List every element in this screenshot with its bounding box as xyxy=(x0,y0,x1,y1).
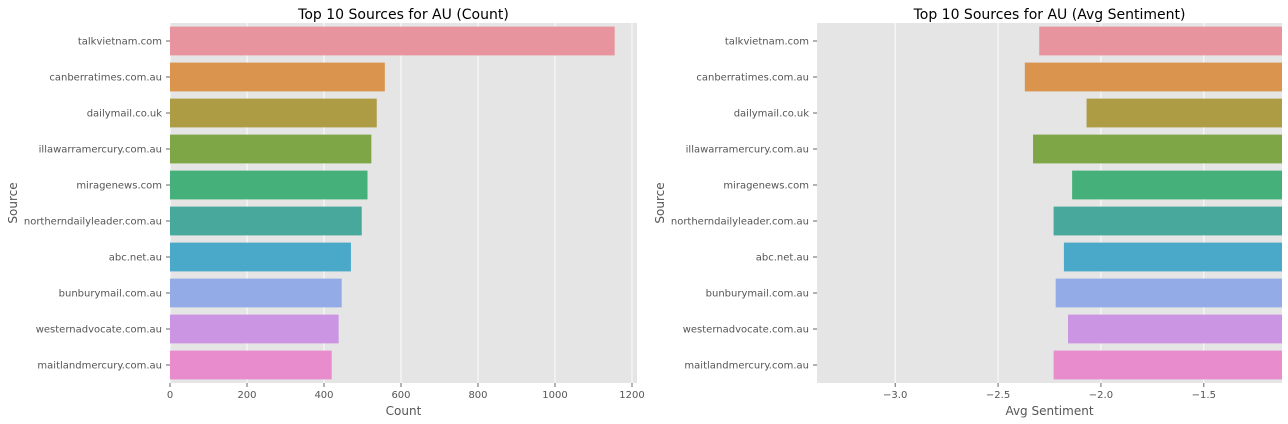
sentiment-bar xyxy=(1086,98,1282,128)
count-y-tick-label: dailymail.co.uk xyxy=(87,109,163,120)
count-y-ticks: talkvietnam.com canberratimes.com.au daily… xyxy=(24,37,170,372)
sentiment-bar xyxy=(1053,206,1282,236)
sentiment-y-tick-label: illawarramercury.com.au xyxy=(686,145,809,156)
count-y-tick-label: northerndailyleader.com.au xyxy=(24,217,162,228)
count-bar xyxy=(170,98,377,128)
sentiment-y-tick-label: bunburymail.com.au xyxy=(706,289,809,300)
sentiment-x-tick-label: −2.0 xyxy=(1089,390,1113,401)
sentiment-bar xyxy=(1024,62,1282,92)
count-bar xyxy=(170,242,351,272)
sentiment-y-tick-label: dailymail.co.uk xyxy=(734,109,810,120)
count-x-tick-label: 200 xyxy=(237,390,256,401)
count-x-tick-label: 1200 xyxy=(619,390,644,401)
sentiment-bar xyxy=(1055,278,1282,308)
count-y-tick-label: westernadvocate.com.au xyxy=(36,325,162,336)
sentiment-x-ticks: −3.0 −2.5 −2.0 −1.5 xyxy=(883,383,1216,401)
count-x-tick-label: 400 xyxy=(314,390,333,401)
count-bar xyxy=(170,62,385,92)
sentiment-y-tick-label: westernadvocate.com.au xyxy=(683,325,809,336)
count-y-tick-label: talkvietnam.com xyxy=(78,37,162,48)
sentiment-bar xyxy=(1033,134,1282,164)
sentiment-y-tick-label: abc.net.au xyxy=(756,253,809,264)
count-chart: talkvietnam.com canberratimes.com.au daily… xyxy=(6,7,645,418)
sentiment-bar xyxy=(1039,26,1282,56)
count-bar xyxy=(170,350,332,380)
sentiment-chart-title: Top 10 Sources for AU (Avg Sentiment) xyxy=(913,7,1186,23)
count-y-tick-label: canberratimes.com.au xyxy=(49,73,162,84)
sentiment-y-tick-label: miragenews.com xyxy=(723,181,809,192)
count-x-tick-label: 1000 xyxy=(542,390,567,401)
count-bar xyxy=(170,278,342,308)
sentiment-bar xyxy=(1068,314,1282,344)
count-x-ticks: 0 200 400 600 800 1000 1200 xyxy=(167,383,645,401)
count-y-tick-label: illawarramercury.com.au xyxy=(39,145,162,156)
sentiment-x-tick-label: −1.5 xyxy=(1192,390,1216,401)
sentiment-bar xyxy=(1053,350,1282,380)
sentiment-y-tick-label: talkvietnam.com xyxy=(725,37,809,48)
count-bar xyxy=(170,26,615,56)
sentiment-x-tick-label: −3.0 xyxy=(883,390,907,401)
sentiment-x-tick-label: −2.5 xyxy=(986,390,1010,401)
count-chart-title: Top 10 Sources for AU (Count) xyxy=(297,7,509,23)
count-x-axis-label: Count xyxy=(386,404,422,418)
sentiment-x-axis-label: Avg Sentiment xyxy=(1005,404,1093,418)
count-y-tick-label: bunburymail.com.au xyxy=(59,289,162,300)
count-y-tick-label: maitlandmercury.com.au xyxy=(37,361,162,372)
count-y-tick-label: abc.net.au xyxy=(109,253,162,264)
count-x-tick-label: 0 xyxy=(167,390,173,401)
count-x-tick-label: 600 xyxy=(391,390,410,401)
count-bars xyxy=(170,26,615,380)
count-y-axis-label: Source xyxy=(6,182,20,223)
sentiment-bar xyxy=(1063,242,1282,272)
count-bar xyxy=(170,314,339,344)
sentiment-chart: talkvietnam.com canberratimes.com.au daily… xyxy=(653,7,1282,418)
count-bar xyxy=(170,134,372,164)
sentiment-bars xyxy=(1024,26,1282,380)
sentiment-bar xyxy=(1072,170,1282,200)
sentiment-y-tick-label: canberratimes.com.au xyxy=(696,73,809,84)
count-x-tick-label: 800 xyxy=(468,390,487,401)
count-y-tick-label: miragenews.com xyxy=(76,181,162,192)
count-bar xyxy=(170,170,368,200)
sentiment-y-axis-label: Source xyxy=(653,182,667,223)
count-bar xyxy=(170,206,362,236)
sentiment-y-tick-label: maitlandmercury.com.au xyxy=(684,361,809,372)
sentiment-y-ticks: talkvietnam.com canberratimes.com.au daily… xyxy=(671,37,817,372)
sentiment-y-tick-label: northerndailyleader.com.au xyxy=(671,217,809,228)
